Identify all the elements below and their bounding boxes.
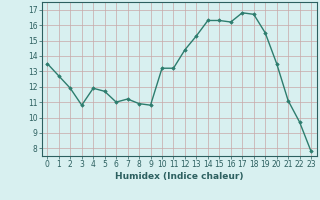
X-axis label: Humidex (Indice chaleur): Humidex (Indice chaleur) — [115, 172, 244, 181]
